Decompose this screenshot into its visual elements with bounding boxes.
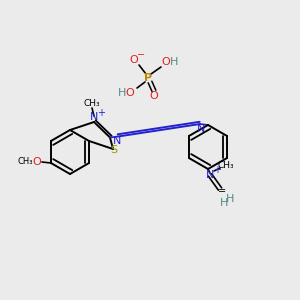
Text: N: N [90, 112, 98, 122]
Text: +: + [213, 165, 221, 175]
Text: O: O [162, 57, 170, 67]
Text: CH₃: CH₃ [84, 98, 100, 107]
Text: N: N [197, 124, 205, 134]
Text: CH₃: CH₃ [218, 160, 234, 169]
Text: H: H [220, 198, 228, 208]
Text: CH₃: CH₃ [17, 158, 33, 166]
Text: S: S [110, 145, 118, 155]
Text: O: O [130, 55, 138, 65]
Text: +: + [97, 108, 105, 118]
Text: O: O [126, 88, 134, 98]
Text: =: = [218, 186, 226, 196]
Text: O: O [150, 91, 158, 101]
Text: −: − [137, 50, 145, 60]
Text: N: N [113, 136, 121, 146]
Text: H: H [118, 88, 126, 98]
Text: N: N [206, 170, 214, 180]
Text: H: H [226, 194, 234, 204]
Text: O: O [33, 157, 41, 167]
Text: H: H [170, 57, 178, 67]
Text: P: P [144, 73, 152, 83]
